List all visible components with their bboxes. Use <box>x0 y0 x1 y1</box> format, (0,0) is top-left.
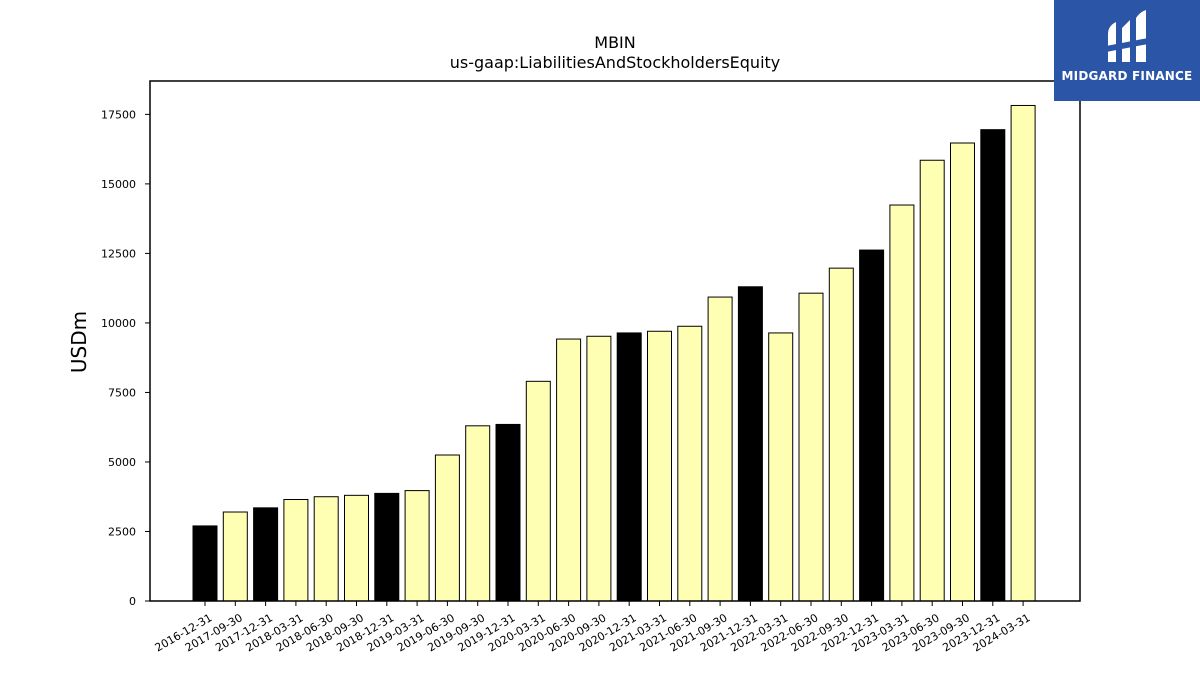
bar-2019-06-30 <box>434 454 460 602</box>
y-tick-label: 17500 <box>101 108 136 121</box>
bar-2019-12-31 <box>495 423 521 602</box>
bar-2023-06-30 <box>919 159 945 602</box>
chart-subtitle: us-gaap:LiabilitiesAndStockholdersEquity <box>450 53 781 72</box>
bar-2024-03-31 <box>1010 104 1036 602</box>
bar-2020-12-31 <box>616 332 642 602</box>
bar-2021-12-31 <box>737 286 763 602</box>
y-axis-ticks: 0 2500 5000 7500 10000 12500 15000 17500 <box>101 108 150 608</box>
bar-2017-12-31 <box>253 507 279 602</box>
bar-2022-09-30 <box>828 267 854 602</box>
y-tick-label: 7500 <box>108 386 136 399</box>
y-tick-label: 0 <box>129 595 136 608</box>
y-axis-label: USDm <box>67 311 91 373</box>
bar-2017-09-30 <box>222 511 248 602</box>
y-tick-label: 12500 <box>101 247 136 260</box>
bar-2021-06-30 <box>677 325 703 602</box>
bar-2018-06-30 <box>313 496 339 602</box>
bar-2023-03-31 <box>889 204 915 602</box>
bar-2019-09-30 <box>465 425 491 602</box>
logo-text: MIDGARD FINANCE <box>1061 69 1193 83</box>
bar-2023-09-30 <box>950 142 975 602</box>
bar-2021-03-31 <box>647 330 672 602</box>
x-axis-ticks: 2016-12-312017-09-302017-12-312018-03-31… <box>153 601 1033 654</box>
bar-2018-09-30 <box>344 494 369 602</box>
y-tick-label: 2500 <box>108 525 136 538</box>
bar-2020-03-31 <box>525 380 551 602</box>
bar-2019-03-31 <box>404 490 430 602</box>
bar-2020-09-30 <box>586 335 612 602</box>
bar-2022-03-31 <box>768 332 794 602</box>
midgard-finance-logo: MIDGARD FINANCE <box>1054 0 1200 101</box>
bar-2018-03-31 <box>283 499 309 602</box>
plot-frame <box>149 80 1081 602</box>
bar-2022-06-30 <box>798 292 824 602</box>
bar-2018-12-31 <box>374 492 400 602</box>
bar-2021-09-30 <box>707 296 733 602</box>
y-tick-label: 10000 <box>101 317 136 330</box>
y-tick-label: 15000 <box>101 178 136 191</box>
bar-2023-12-31 <box>980 129 1006 602</box>
midgard-logo-icon <box>1106 10 1148 62</box>
y-tick-label: 5000 <box>108 456 136 469</box>
bar-2016-12-31 <box>192 525 218 602</box>
bar-2022-12-31 <box>859 249 885 602</box>
chart-title: MBIN <box>594 33 635 52</box>
bar-2020-06-30 <box>556 338 582 602</box>
bars-group <box>192 104 1036 602</box>
